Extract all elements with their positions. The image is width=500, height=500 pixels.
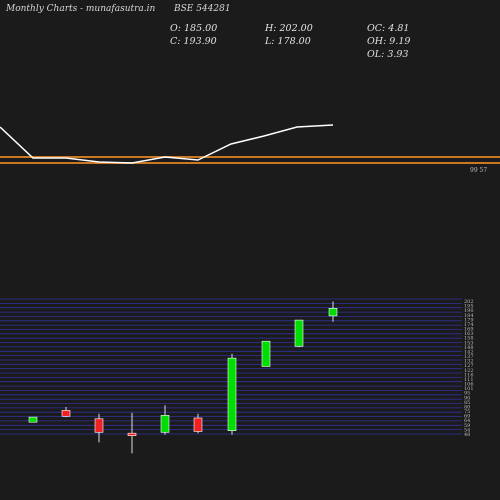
- site-name: - munafasutra.in: [80, 4, 156, 14]
- y-tick-label: 132: [464, 359, 474, 365]
- moving-average-line: [0, 124, 334, 164]
- low-value: L: 178.00: [265, 36, 311, 47]
- oh-value: OH: 9.19: [367, 36, 411, 47]
- candle-body-down: [193, 417, 203, 432]
- y-tick-label: 195: [464, 304, 474, 310]
- y-axis-labels: 2021951901841791741691631581531481421371…: [464, 299, 474, 438]
- candles: [28, 301, 338, 454]
- candle-body-up: [28, 416, 38, 423]
- y-tick-label: 179: [464, 317, 474, 323]
- high-value: H: 202.00: [265, 23, 313, 34]
- y-tick-label: 90: [464, 395, 470, 401]
- y-tick-label: 163: [464, 331, 474, 337]
- y-tick-label: 184: [464, 313, 474, 319]
- candle-body-up: [294, 319, 304, 347]
- candle-body-down: [94, 418, 104, 433]
- y-tick-label: 101: [464, 386, 474, 392]
- candle-body-up: [227, 357, 237, 432]
- y-tick-label: 127: [464, 363, 474, 369]
- y-tick-label: 148: [464, 345, 474, 351]
- y-tick-label: 153: [464, 340, 474, 346]
- y-tick-label: 75: [464, 409, 470, 415]
- y-tick-label: 54: [464, 427, 470, 433]
- y-tick-label: 95: [464, 391, 470, 397]
- candle-body-up: [261, 340, 271, 367]
- y-tick-label: 122: [464, 368, 474, 374]
- y-tick-label: 174: [464, 322, 474, 328]
- y-tick-label: 48: [464, 432, 470, 438]
- ol-value: OL: 3.93: [367, 49, 409, 60]
- y-tick-label: 137: [464, 354, 474, 360]
- candle-body-down: [127, 432, 137, 437]
- upper-panel: 99 57: [0, 124, 500, 174]
- y-tick-label: 158: [464, 336, 474, 342]
- y-tick-label: 80: [464, 405, 470, 411]
- y-tick-label: 116: [464, 372, 474, 378]
- chart-period-label: Monthly Charts: [6, 4, 78, 14]
- candle-body-up: [160, 415, 170, 433]
- y-tick-label: 59: [464, 423, 470, 429]
- y-tick-label: 169: [464, 327, 474, 333]
- y-tick-label: 69: [464, 414, 470, 420]
- close-value: C: 193.90: [170, 36, 217, 47]
- y-tick-label: 111: [464, 377, 474, 383]
- y-tick-label: 202: [464, 299, 474, 305]
- open-value: O: 185.00: [170, 23, 218, 34]
- symbol-label: BSE 544281: [174, 4, 231, 14]
- level-label: 99 57: [470, 167, 487, 174]
- candle-body-down: [61, 410, 71, 417]
- y-tick-label: 64: [464, 418, 470, 424]
- y-tick-label: 190: [464, 308, 474, 314]
- y-tick-label: 106: [464, 382, 474, 388]
- candle-body-up: [328, 307, 338, 317]
- oc-value: OC: 4.81: [367, 23, 410, 34]
- y-tick-label: 85: [464, 400, 470, 406]
- y-tick-label: 142: [464, 349, 474, 355]
